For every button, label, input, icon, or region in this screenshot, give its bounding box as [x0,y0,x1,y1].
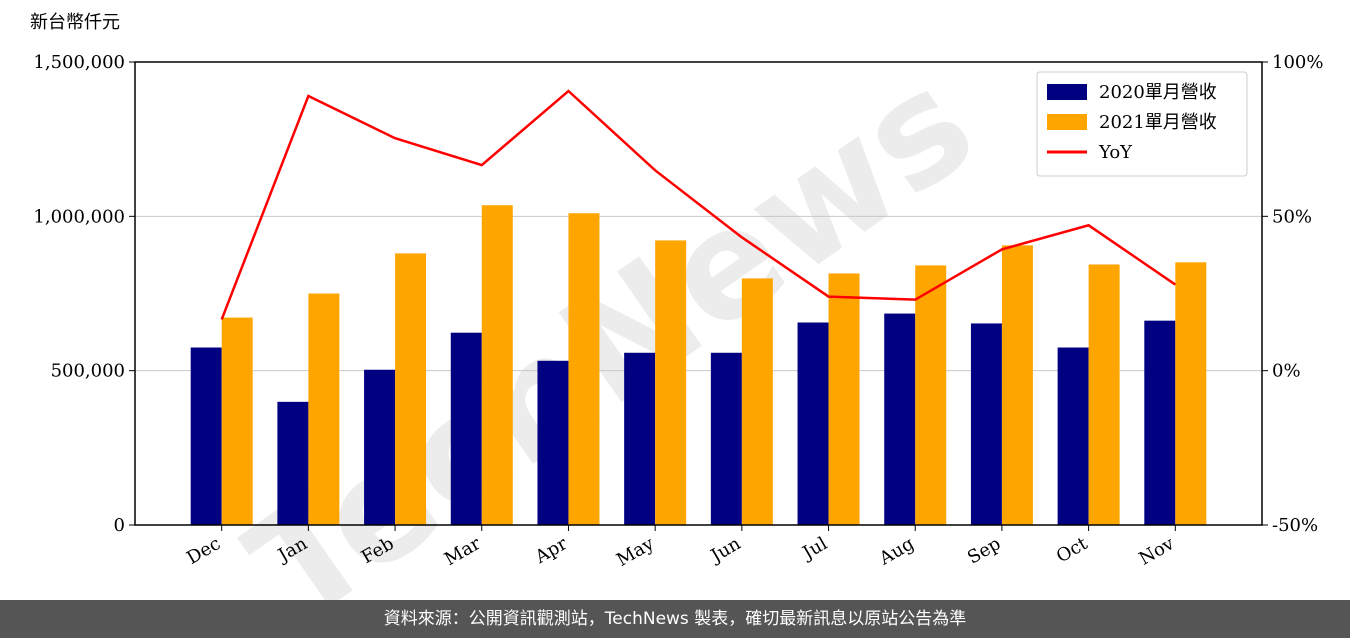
bar [537,360,569,525]
y2-tick-label: 100% [1272,52,1323,73]
bar [1144,320,1176,525]
bar [481,205,513,526]
y-tick-label: 500,000 [51,361,125,382]
y2-tick-label: 50% [1272,206,1312,227]
bar [828,273,860,525]
x-tick-label: Dec [183,533,224,569]
bar [450,332,482,525]
x-tick-label: Nov [1135,533,1178,570]
x-tick-label: Oct [1053,533,1092,568]
y-axis-label: 新台幣仟元 [30,12,120,33]
bar [1088,264,1120,525]
bar [797,322,829,525]
y-tick-label: 1,000,000 [33,206,125,227]
legend-box [1036,71,1248,177]
x-tick-label: Sep [964,533,1004,568]
x-tick-label: Apr [531,533,571,568]
bar [624,352,656,525]
y-tick-label: 0 [114,515,125,536]
bar [915,265,947,525]
bar [1175,262,1207,525]
plot-frame [134,61,1263,526]
bar [190,347,222,525]
x-tick-label: May [613,533,658,571]
legend-label: YoY [1098,142,1133,163]
footer: 資料來源：公開資訊觀測站，TechNews 製表，確切最新訊息以原站公告為準 [0,600,1350,638]
chart: TechNews 新台幣仟元 0500,0001,000,0001,500,00… [30,12,1323,638]
x-tick-label: Jul [798,533,832,565]
y2-tick-label: 0% [1272,361,1301,382]
bar [710,352,742,525]
legend-swatch [1047,84,1087,100]
bar [1057,347,1089,525]
legend-label: 2020單月營收 [1099,82,1217,103]
x-tick-label: Jun [706,533,745,568]
bar [970,323,1002,525]
bar [741,278,773,525]
bar [364,369,396,525]
legend-label: 2021單月營收 [1099,112,1217,133]
bar [884,313,916,525]
bar [308,293,340,525]
bar [1001,245,1033,525]
bar [277,401,309,525]
x-tick-label: Aug [875,533,918,570]
bar [221,317,253,525]
bar [568,213,600,525]
legend-swatch [1047,114,1087,130]
y2-tick-label: -50% [1272,515,1318,536]
y-tick-label: 1,500,000 [33,52,125,73]
bar [395,253,427,525]
line [220,89,1177,320]
bar [655,240,687,525]
